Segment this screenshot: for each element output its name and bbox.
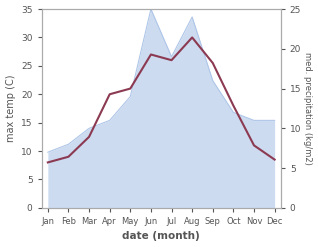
Y-axis label: med. precipitation (kg/m2): med. precipitation (kg/m2) bbox=[303, 52, 313, 165]
X-axis label: date (month): date (month) bbox=[122, 231, 200, 242]
Y-axis label: max temp (C): max temp (C) bbox=[5, 75, 16, 142]
